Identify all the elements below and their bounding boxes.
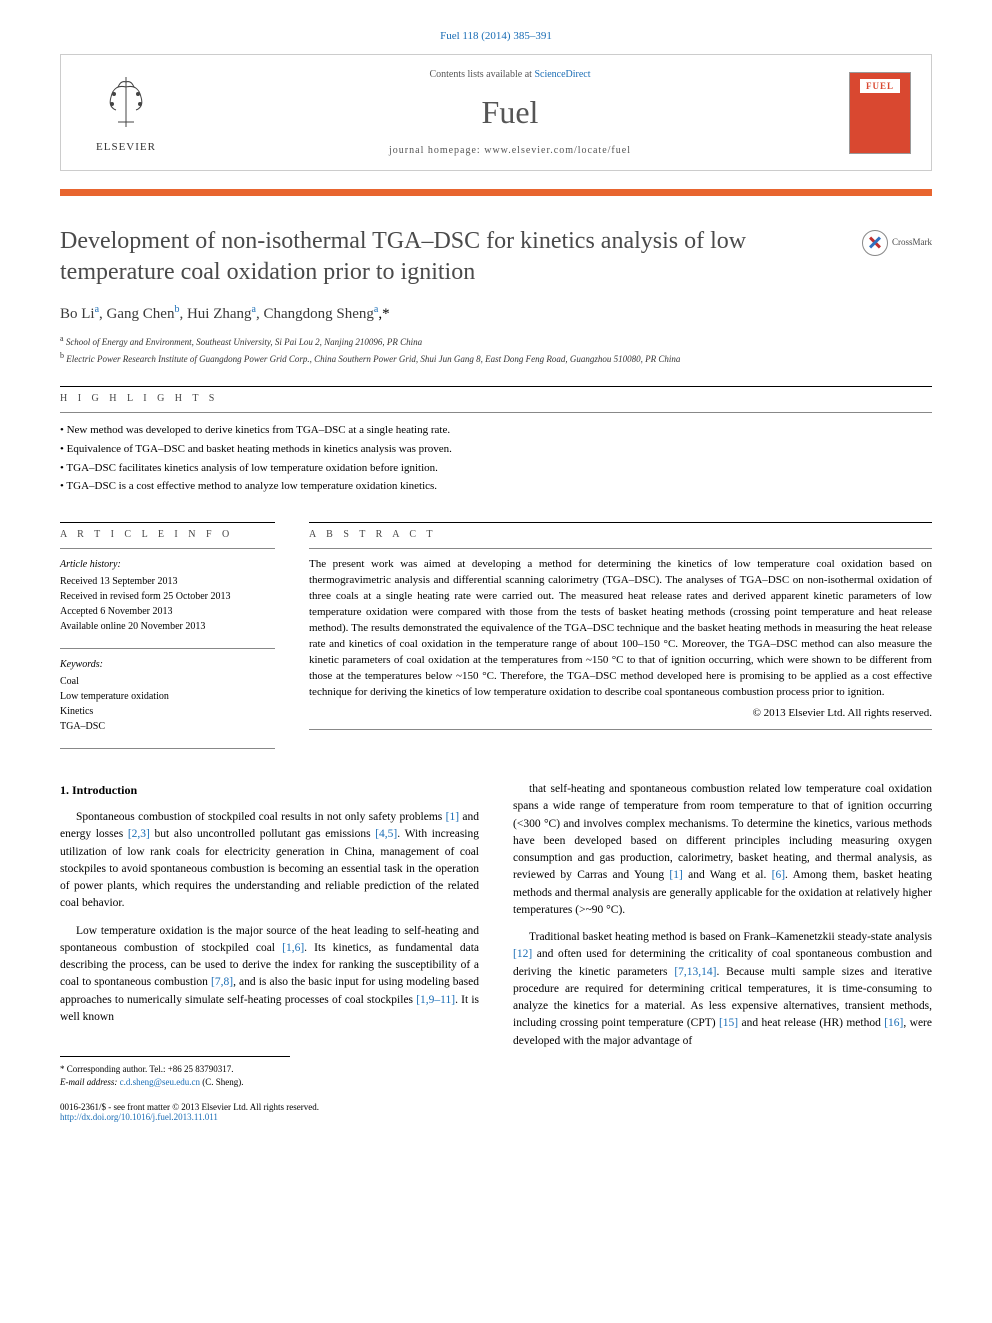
ref-link[interactable]: [2,3]	[128, 828, 150, 840]
issn-line: 0016-2361/$ - see front matter © 2013 El…	[60, 1102, 319, 1112]
highlights-list: New method was developed to derive kinet…	[60, 421, 932, 496]
homepage-prefix: journal homepage:	[389, 145, 484, 156]
page-footer: 0016-2361/$ - see front matter © 2013 El…	[60, 1102, 932, 1122]
journal-cover-thumb: FUEL	[849, 72, 911, 154]
abstract-label: A B S T R A C T	[309, 529, 932, 540]
contents-prefix: Contents lists available at	[429, 69, 534, 80]
citation-header: Fuel 118 (2014) 385–391	[60, 30, 932, 42]
cover-title: FUEL	[860, 79, 900, 93]
ref-link[interactable]: [6]	[772, 869, 785, 881]
corresponding-author-footer: * Corresponding author. Tel.: +86 25 837…	[60, 1056, 290, 1088]
keywords-heading: Keywords:	[60, 657, 275, 672]
history-line: Accepted 6 November 2013	[60, 604, 275, 619]
info-label: A R T I C L E I N F O	[60, 529, 275, 540]
intro-heading: 1. Introduction	[60, 781, 479, 799]
journal-masthead: ELSEVIER Contents lists available at Sci…	[60, 54, 932, 171]
email-label: E-mail address:	[60, 1077, 117, 1087]
affiliations: a School of Energy and Environment, Sout…	[60, 333, 932, 366]
ref-link[interactable]: [1]	[446, 811, 459, 823]
title-text: Development of non-isothermal TGA–DSC fo…	[60, 228, 746, 285]
highlight-item: New method was developed to derive kinet…	[60, 421, 932, 440]
author: Hui Zhanga	[187, 306, 256, 322]
body-columns: 1. Introduction Spontaneous combustion o…	[60, 781, 932, 1088]
masthead-center: Contents lists available at ScienceDirec…	[171, 69, 849, 156]
contents-line: Contents lists available at ScienceDirec…	[171, 69, 849, 80]
keyword: Low temperature oxidation	[60, 689, 275, 704]
abstract-text: The present work was aimed at developing…	[309, 557, 932, 700]
body-paragraph: Low temperature oxidation is the major s…	[60, 923, 479, 1027]
article-title: Development of non-isothermal TGA–DSC fo…	[60, 226, 932, 288]
article-info-column: A R T I C L E I N F O Article history: R…	[60, 516, 275, 757]
history-line: Received in revised form 25 October 2013	[60, 589, 275, 604]
article-history: Article history: Received 13 September 2…	[60, 557, 275, 634]
body-paragraph: that self-heating and spontaneous combus…	[513, 781, 932, 919]
history-line: Received 13 September 2013	[60, 574, 275, 589]
highlight-item: Equivalence of TGA–DSC and basket heatin…	[60, 440, 932, 459]
keywords-block: Keywords: CoalLow temperature oxidationK…	[60, 657, 275, 734]
elsevier-tree-icon	[96, 72, 156, 132]
rule	[60, 548, 275, 549]
abstract-copyright: © 2013 Elsevier Ltd. All rights reserved…	[309, 707, 932, 719]
highlight-item: TGA–DSC is a cost effective method to an…	[60, 477, 932, 496]
rule	[60, 648, 275, 649]
ref-link[interactable]: [7,8]	[211, 976, 233, 988]
highlights-label: H I G H L I G H T S	[60, 393, 932, 404]
corr-label: * Corresponding author. Tel.: +86 25 837…	[60, 1063, 290, 1076]
affiliation: b Electric Power Research Institute of G…	[60, 350, 932, 367]
ref-link[interactable]: [7,13,14]	[674, 966, 716, 978]
crossmark-badge[interactable]: CrossMark	[862, 230, 932, 256]
corr-email-link[interactable]: c.d.sheng@seu.edu.cn	[120, 1077, 200, 1087]
info-abstract-row: A R T I C L E I N F O Article history: R…	[60, 516, 932, 757]
ref-link[interactable]: [16]	[884, 1017, 903, 1029]
author-list: Bo Lia, Gang Chenb, Hui Zhanga, Changdon…	[60, 304, 932, 323]
ref-link[interactable]: [15]	[719, 1017, 738, 1029]
history-heading: Article history:	[60, 557, 275, 572]
crossmark-label: CrossMark	[892, 237, 932, 249]
abstract-column: A B S T R A C T The present work was aim…	[309, 516, 932, 757]
rule	[309, 729, 932, 730]
body-paragraph: Traditional basket heating method is bas…	[513, 929, 932, 1050]
rule	[60, 412, 932, 413]
rule	[60, 748, 275, 749]
keyword: Kinetics	[60, 704, 275, 719]
keyword: TGA–DSC	[60, 719, 275, 734]
doi-link[interactable]: http://dx.doi.org/10.1016/j.fuel.2013.11…	[60, 1112, 218, 1122]
ref-link[interactable]: [1]	[669, 869, 682, 881]
author: Changdong Shenga,*	[263, 306, 389, 322]
highlight-item: TGA–DSC facilitates kinetics analysis of…	[60, 459, 932, 478]
ref-link[interactable]: [12]	[513, 948, 532, 960]
keyword: Coal	[60, 674, 275, 689]
sciencedirect-link[interactable]: ScienceDirect	[534, 69, 590, 80]
publisher-label: ELSEVIER	[81, 141, 171, 153]
ref-link[interactable]: [1,6]	[282, 942, 304, 954]
crossmark-icon	[862, 230, 888, 256]
rule	[309, 522, 932, 523]
rule	[309, 548, 932, 549]
accent-bar	[60, 189, 932, 196]
author: Gang Chenb	[107, 306, 180, 322]
body-right-column: that self-heating and spontaneous combus…	[513, 781, 932, 1088]
author: Bo Lia	[60, 306, 99, 322]
ref-link[interactable]: [4,5]	[375, 828, 397, 840]
publisher-block: ELSEVIER	[81, 72, 171, 153]
corr-email-name: (C. Sheng).	[202, 1077, 243, 1087]
ref-link[interactable]: [1,9–11]	[416, 994, 455, 1006]
history-line: Available online 20 November 2013	[60, 619, 275, 634]
journal-name: Fuel	[171, 94, 849, 131]
rule	[60, 522, 275, 523]
homepage-url[interactable]: www.elsevier.com/locate/fuel	[484, 145, 631, 156]
body-paragraph: Spontaneous combustion of stockpiled coa…	[60, 809, 479, 913]
homepage-line: journal homepage: www.elsevier.com/locat…	[171, 145, 849, 156]
affiliation: a School of Energy and Environment, Sout…	[60, 333, 932, 350]
body-left-column: 1. Introduction Spontaneous combustion o…	[60, 781, 479, 1088]
rule	[60, 386, 932, 387]
